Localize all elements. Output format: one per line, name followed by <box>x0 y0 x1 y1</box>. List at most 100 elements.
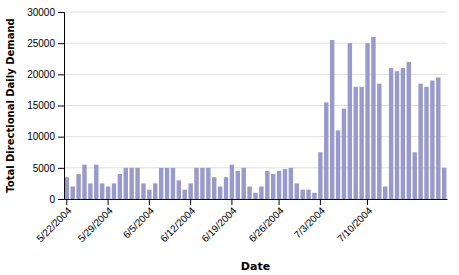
y-axis-title: Total Directional Daily Demand <box>5 18 16 192</box>
x-tick-label: 7/10/2004 <box>335 205 375 245</box>
bar <box>88 183 92 199</box>
x-axis: 5/22/20045/29/20046/5/20046/12/20046/19/… <box>34 199 447 244</box>
y-tick-label: 30000 <box>27 7 55 18</box>
x-tick-label: 6/26/2004 <box>247 205 287 245</box>
x-tick-label: 5/29/2004 <box>76 205 116 245</box>
y-tick: 20000 <box>27 69 64 80</box>
grid <box>64 12 447 199</box>
bar <box>159 168 163 199</box>
x-tick-mark <box>66 199 67 205</box>
y-tick: 0 <box>49 194 64 205</box>
bar <box>371 37 375 199</box>
x-tick-mark <box>108 199 109 205</box>
bar <box>230 165 234 199</box>
bar <box>295 183 299 199</box>
bar <box>430 81 434 199</box>
x-tick: 7/10/2004 <box>335 199 375 244</box>
x-tick-mark <box>149 199 150 205</box>
bar <box>277 171 281 199</box>
bar <box>365 43 369 199</box>
bar <box>188 183 192 199</box>
bar <box>259 187 263 199</box>
y-tick-mark <box>58 106 64 107</box>
bar <box>106 187 110 199</box>
bar <box>318 152 322 199</box>
bar <box>413 152 417 199</box>
bar <box>407 62 411 199</box>
bar <box>383 187 387 199</box>
x-tick: 6/12/2004 <box>158 199 198 244</box>
bar <box>418 84 422 199</box>
bar <box>442 168 446 199</box>
x-tick-mark <box>231 199 232 205</box>
bar <box>289 168 293 199</box>
y-tick-mark <box>58 137 64 138</box>
bar <box>253 193 257 199</box>
bar <box>236 171 240 199</box>
x-tick-label: 6/12/2004 <box>158 205 198 245</box>
bar <box>76 174 80 199</box>
bar <box>70 187 74 199</box>
x-tick-label: 5/22/2004 <box>34 205 74 245</box>
bar <box>324 102 328 199</box>
x-tick: 6/26/2004 <box>247 199 287 244</box>
bar <box>330 40 334 199</box>
x-tick-label: 6/19/2004 <box>199 205 239 245</box>
plot-area <box>65 37 447 199</box>
y-tick-mark <box>58 43 64 44</box>
bar <box>129 168 133 199</box>
bar <box>377 84 381 199</box>
bar <box>82 165 86 199</box>
bar <box>312 193 316 199</box>
bar <box>306 190 310 199</box>
bar <box>436 77 440 199</box>
bar <box>112 183 116 199</box>
bar <box>171 168 175 199</box>
bar <box>300 190 304 199</box>
y-tick: 10000 <box>27 131 64 142</box>
bar <box>183 190 187 199</box>
y-tick-label: 15000 <box>27 100 55 111</box>
y-tick-label: 10000 <box>27 131 55 142</box>
x-axis-line <box>65 199 448 200</box>
grid-line <box>64 12 447 13</box>
bar <box>65 177 69 199</box>
bar <box>200 168 204 199</box>
x-tick: 5/29/2004 <box>76 199 116 244</box>
y-tick-mark <box>58 12 64 13</box>
bar <box>271 174 275 199</box>
bar <box>212 177 216 199</box>
bar <box>389 68 393 199</box>
y-tick: 5000 <box>33 163 64 174</box>
bar <box>342 109 346 199</box>
x-tick-mark <box>190 199 191 205</box>
bar <box>147 190 151 199</box>
x-tick: 5/22/2004 <box>34 199 74 244</box>
bar <box>194 168 198 199</box>
x-tick-mark <box>320 199 321 205</box>
bar <box>247 187 251 199</box>
bar <box>283 169 287 199</box>
y-axis-line <box>58 13 65 200</box>
y-axis: 0 5000 10000 15000 20000 25000 30000 <box>27 7 64 205</box>
y-tick-mark <box>58 74 64 75</box>
bar <box>395 71 399 199</box>
y-tick-label: 25000 <box>27 38 55 49</box>
bar <box>359 87 363 199</box>
bar <box>165 168 169 199</box>
x-tick-label: 7/3/2004 <box>292 205 328 241</box>
x-axis-title: Date <box>241 260 270 273</box>
bar <box>265 171 269 199</box>
x-tick: 6/19/2004 <box>199 199 239 244</box>
bar <box>241 168 245 199</box>
y-tick-mark <box>58 199 64 200</box>
x-tick: 7/3/2004 <box>292 199 328 240</box>
bar <box>336 130 340 199</box>
x-tick-mark <box>367 199 368 205</box>
x-tick-mark <box>279 199 280 205</box>
bar <box>206 168 210 199</box>
bar <box>424 87 428 199</box>
x-tick-label: 6/5/2004 <box>121 205 157 241</box>
y-tick-mark <box>58 168 64 169</box>
y-tick: 15000 <box>27 100 64 111</box>
